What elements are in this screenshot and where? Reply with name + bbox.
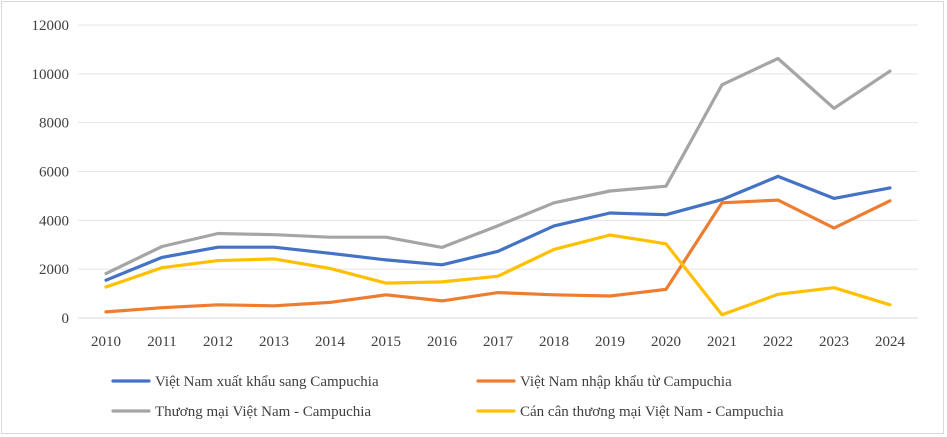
x-tick-label: 2021 bbox=[707, 334, 737, 350]
legend: Việt Nam xuất khẩu sang Campuchia Việt Na… bbox=[111, 374, 784, 420]
y-tick-label: 4000 bbox=[39, 213, 69, 229]
legend-label: Việt Nam xuất khẩu sang Campuchia bbox=[155, 374, 379, 390]
x-tick-label: 2018 bbox=[539, 334, 569, 350]
x-tick-label: 2017 bbox=[483, 334, 514, 350]
legend-label: Thương mại Việt Nam - Campuchia bbox=[155, 404, 371, 420]
x-tick-label: 2011 bbox=[147, 334, 176, 350]
x-tick-label: 2016 bbox=[427, 334, 458, 350]
x-tick-label: 2024 bbox=[875, 334, 906, 350]
legend-label: Cán cân thương mại Việt Nam - Campuchia bbox=[520, 404, 784, 420]
y-tick-label: 0 bbox=[62, 311, 70, 327]
y-axis-ticks: 0 2000 4000 6000 8000 10000 12000 bbox=[32, 18, 70, 327]
x-tick-label: 2019 bbox=[595, 334, 625, 350]
y-tick-label: 8000 bbox=[39, 116, 69, 132]
x-tick-label: 2013 bbox=[259, 334, 289, 350]
series-line-2 bbox=[104, 198, 892, 314]
x-tick-label: 2022 bbox=[763, 334, 793, 350]
x-tick-label: 2012 bbox=[203, 334, 233, 350]
x-tick-label: 2014 bbox=[315, 334, 346, 350]
x-tick-label: 2010 bbox=[91, 334, 121, 350]
y-tick-label: 10000 bbox=[32, 67, 70, 83]
x-tick-label: 2020 bbox=[651, 334, 681, 350]
gridlines bbox=[78, 24, 918, 319]
series-line-1 bbox=[104, 174, 892, 282]
y-tick-label: 6000 bbox=[39, 165, 69, 181]
y-tick-label: 2000 bbox=[39, 262, 69, 278]
series-line-3 bbox=[104, 56, 892, 276]
x-tick-label: 2023 bbox=[819, 334, 849, 350]
x-tick-label: 2015 bbox=[371, 334, 401, 350]
y-tick-label: 12000 bbox=[32, 18, 70, 34]
legend-label: Việt Nam nhập khẩu từ Campuchia bbox=[520, 374, 732, 390]
series-line-4 bbox=[104, 233, 892, 317]
series-lines bbox=[104, 56, 892, 317]
x-axis-ticks: 2010 2011 2012 2013 2014 2015 2016 2017 2018 2019… bbox=[91, 334, 906, 350]
